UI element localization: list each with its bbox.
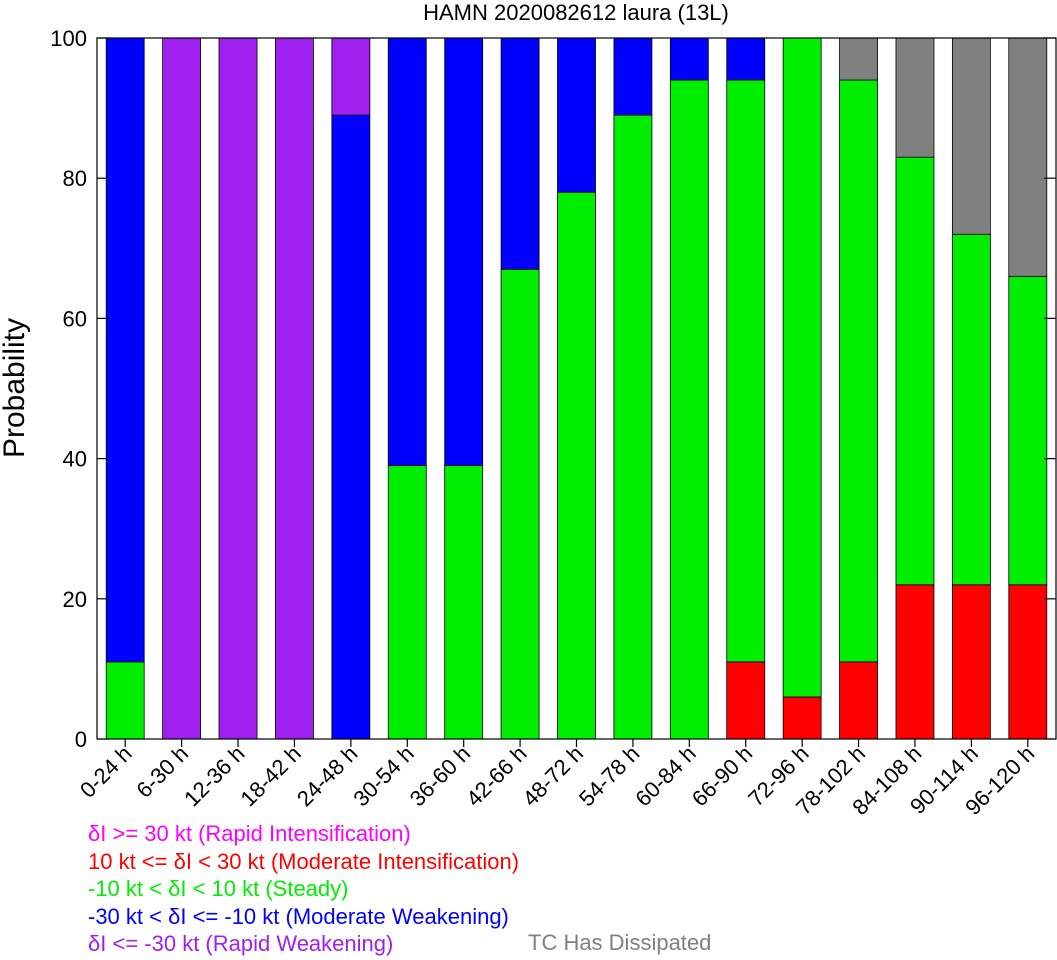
- bar-segment-24-48-h-30-kt-i-10-kt-moderate-weakening: [331, 114, 371, 740]
- y-tick-label-100: 100: [50, 26, 87, 51]
- bar-segment-54-78-h-30-kt-i-10-kt-moderate-weakening: [613, 37, 653, 116]
- bar-segment-78-102-h-10-kt-i-10-kt-steady: [839, 79, 878, 663]
- y-tick-label-60: 60: [63, 306, 87, 331]
- bar-segment-84-108-h-10-kt-i-30-kt-moderate-intensification: [895, 584, 935, 740]
- x-tick-label-36-60-h: 36-60 h: [405, 741, 475, 811]
- bar-segment-90-114-h-10-kt-i-10-kt-steady: [951, 233, 991, 586]
- legend-item-moderate-intensification: 10 kt <= δI < 30 kt (Moderate Intensific…: [88, 848, 520, 874]
- bar-segment-66-90-h-10-kt-i-10-kt-steady: [726, 79, 766, 663]
- bar-segment-96-120-h-10-kt-i-10-kt-steady: [1008, 275, 1048, 586]
- legend-item-steady: -10 kt < δI < 10 kt (Steady): [88, 876, 349, 901]
- x-tick-label-12-36-h: 12-36 h: [179, 741, 249, 811]
- legend-item-rapid-weakening: δI <= -30 kt (Rapid Weakening): [88, 931, 394, 956]
- bar-segment-96-120-h-10-kt-i-30-kt-moderate-intensification: [1008, 584, 1048, 740]
- bar-segment-78-102-h-10-kt-i-30-kt-moderate-intensification: [839, 661, 878, 740]
- x-ticks-group: 0-24 h6-30 h12-36 h18-42 h24-48 h30-54 h…: [75, 739, 1039, 820]
- x-tick-label-42-66-h: 42-66 h: [461, 741, 531, 811]
- x-tick-label-48-72-h: 48-72 h: [518, 741, 588, 811]
- x-tick-label-60-84-h: 60-84 h: [630, 741, 700, 811]
- bars-group: [105, 37, 1048, 740]
- y-tick-label-40: 40: [63, 447, 87, 472]
- bar-segment-24-48-h-i-30-kt-rapid-weakening: [331, 37, 371, 116]
- bar-segment-60-84-h-30-kt-i-10-kt-moderate-weakening: [669, 37, 709, 81]
- x-tick-label-30-54-h: 30-54 h: [348, 741, 418, 811]
- y-tick-label-80: 80: [63, 166, 87, 191]
- bar-segment-84-108-h-tc-has-dissipated: [895, 37, 935, 158]
- legend-item-dissipated: TC Has Dissipated: [528, 930, 712, 955]
- x-tick-label-54-78-h: 54-78 h: [574, 741, 644, 811]
- bar-segment-30-54-h-30-kt-i-10-kt-moderate-weakening: [387, 37, 427, 467]
- bar-segment-48-72-h-10-kt-i-10-kt-steady: [557, 191, 596, 740]
- y-ticks-group: 0 20 40 60 80 100: [50, 26, 1056, 752]
- bar-segment-96-120-h-tc-has-dissipated: [1008, 37, 1048, 277]
- bar-segment-42-66-h-30-kt-i-10-kt-moderate-weakening: [500, 37, 540, 270]
- legend-item-rapid-intensification: δI >= 30 kt (Rapid Intensification): [88, 821, 411, 846]
- bar-segment-66-90-h-30-kt-i-10-kt-moderate-weakening: [726, 37, 766, 81]
- bar-segment-78-102-h-tc-has-dissipated: [839, 37, 878, 81]
- bar-segment-54-78-h-10-kt-i-10-kt-steady: [613, 114, 653, 740]
- bar-segment-90-114-h-tc-has-dissipated: [951, 37, 991, 235]
- bar-segment-84-108-h-10-kt-i-10-kt-steady: [895, 156, 935, 586]
- bar-segment-66-90-h-10-kt-i-30-kt-moderate-intensification: [726, 661, 766, 740]
- bar-segment-72-96-h-10-kt-i-30-kt-moderate-intensification: [782, 696, 822, 740]
- bar-segment-18-42-h-i-30-kt-rapid-weakening: [275, 37, 314, 740]
- bar-segment-0-24-h-30-kt-i-10-kt-moderate-weakening: [105, 37, 145, 663]
- legend-item-moderate-weakening: -30 kt < δI <= -10 kt (Moderate Weakenin…: [88, 903, 509, 929]
- x-tick-label-24-48-h: 24-48 h: [292, 741, 362, 811]
- bar-segment-60-84-h-10-kt-i-10-kt-steady: [669, 79, 709, 740]
- bar-segment-42-66-h-10-kt-i-10-kt-steady: [500, 268, 540, 740]
- bar-segment-0-24-h-10-kt-i-10-kt-steady: [105, 661, 145, 740]
- bar-segment-48-72-h-30-kt-i-10-kt-moderate-weakening: [557, 37, 596, 193]
- bar-segment-12-36-h-i-30-kt-rapid-weakening: [218, 37, 258, 740]
- bar-segment-36-60-h-10-kt-i-10-kt-steady: [444, 465, 484, 740]
- bar-segment-90-114-h-10-kt-i-30-kt-moderate-intensification: [951, 584, 991, 740]
- y-axis-label: Probability: [0, 318, 31, 458]
- bar-segment-72-96-h-10-kt-i-10-kt-steady: [782, 37, 822, 698]
- chart-title: HAMN 2020082612 laura (13L): [423, 0, 729, 25]
- y-tick-label-20: 20: [63, 587, 87, 612]
- x-tick-label-66-90-h: 66-90 h: [687, 741, 757, 811]
- legend: δI >= 30 kt (Rapid Intensification) 10 k…: [88, 820, 519, 958]
- bar-segment-6-30-h-i-30-kt-rapid-weakening: [162, 37, 202, 740]
- x-tick-label-18-42-h: 18-42 h: [236, 741, 306, 811]
- bar-segment-30-54-h-10-kt-i-10-kt-steady: [387, 465, 427, 740]
- bar-segment-36-60-h-30-kt-i-10-kt-moderate-weakening: [444, 37, 484, 467]
- y-tick-label-0: 0: [75, 727, 87, 752]
